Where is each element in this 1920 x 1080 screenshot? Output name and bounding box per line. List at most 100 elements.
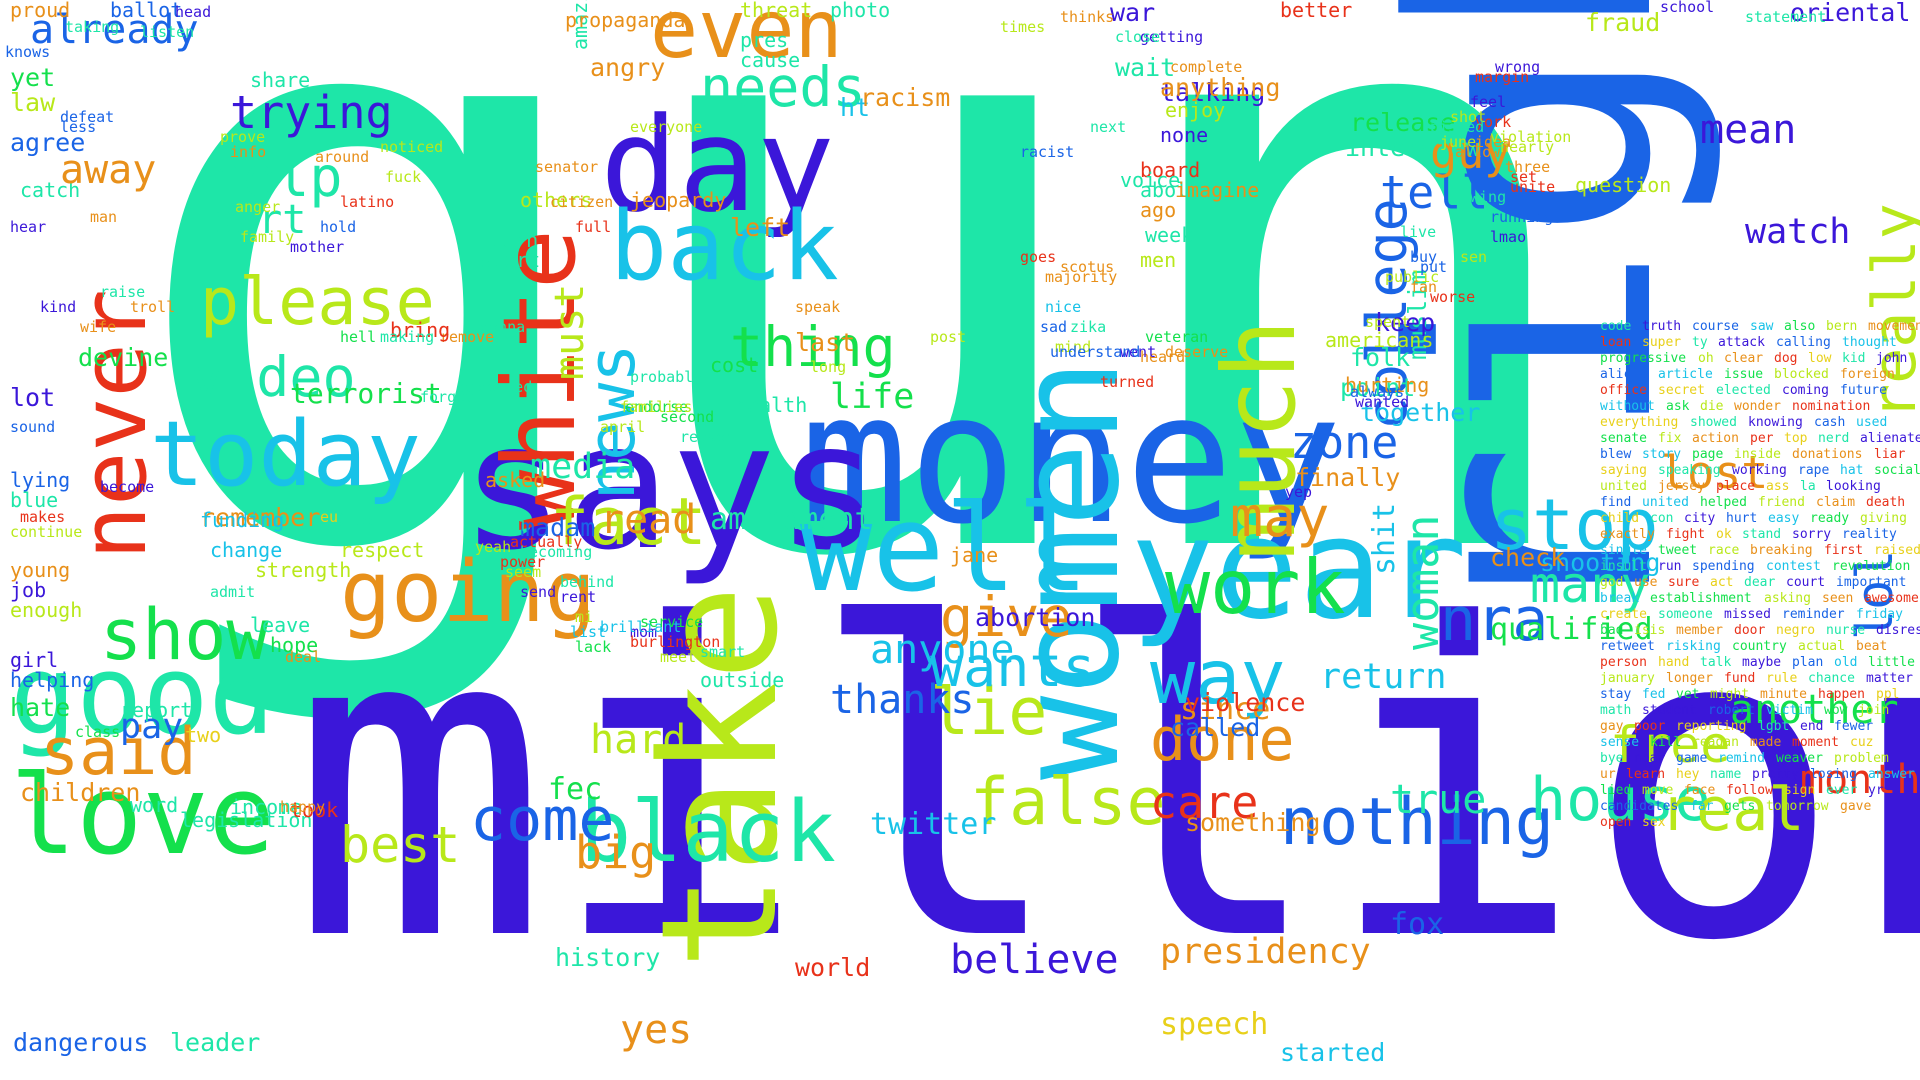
word-none: none: [1160, 123, 1209, 147]
word-important: important: [1836, 575, 1907, 590]
word-qualified: qualified: [1490, 612, 1653, 647]
word-hurting: hurting: [1345, 373, 1430, 397]
word-question: question: [1575, 173, 1672, 197]
word-page: page: [1692, 447, 1724, 462]
word-made: made: [1750, 735, 1782, 750]
word-ty: ty: [1692, 335, 1708, 350]
word-lmao: lmao: [1490, 228, 1527, 246]
word-oh: oh: [1698, 351, 1714, 366]
word-income: income: [230, 795, 303, 819]
word-hard: hard: [590, 717, 687, 763]
word-violation: violation: [1490, 128, 1572, 146]
word-insult: insult: [1600, 559, 1647, 574]
word-lying: lying: [10, 468, 71, 492]
word-wife: wife: [80, 318, 117, 336]
word-loan: loan: [1600, 335, 1632, 350]
word-second: second: [660, 408, 715, 426]
word-angry: angry: [590, 53, 666, 82]
word-united: united: [1642, 495, 1689, 510]
word-lost: lost: [1660, 446, 1769, 499]
word-point: point: [1340, 373, 1416, 402]
word-brilliant: brilliant: [600, 618, 682, 636]
word-legislation: legislation: [180, 808, 313, 832]
word-word: word: [130, 793, 179, 817]
word-info: info: [230, 143, 267, 161]
word-mi: mi: [575, 608, 594, 626]
word-rape: rape: [1798, 463, 1830, 478]
word-elected: elected: [1716, 383, 1771, 398]
word-last: last: [795, 328, 856, 357]
word-nurse: nurse: [1826, 623, 1866, 638]
word-full: full: [575, 218, 612, 236]
word-tomorrow: tomorrow: [1766, 799, 1829, 814]
word-rule: rule: [1766, 671, 1798, 686]
word-false: false: [970, 765, 1166, 840]
word-sex: sex: [1642, 815, 1666, 830]
word-thinks: thinks: [1060, 8, 1115, 26]
word-prove: prove: [220, 128, 266, 146]
word-done: done: [1150, 705, 1295, 775]
word-course: course: [1692, 319, 1739, 334]
word-alicia: alicia: [1600, 367, 1647, 382]
word-three: three: [1505, 158, 1551, 176]
word-lied: lied: [1600, 783, 1632, 798]
word-sen: sen: [1460, 248, 1488, 266]
word-interview: interview: [1345, 133, 1481, 162]
word-someone: someone: [1658, 607, 1713, 622]
word-without: without: [1600, 399, 1655, 414]
word-showed: showed: [1690, 415, 1737, 430]
word-week: week: [1145, 223, 1194, 247]
word-life: life: [830, 377, 915, 417]
word-socialist: socialist: [1874, 463, 1920, 478]
word-mom: mom: [630, 623, 658, 641]
word-fec: fec: [548, 772, 603, 807]
word-reason: reason: [680, 428, 735, 446]
word-far: far: [1690, 799, 1714, 814]
word-history: history: [555, 943, 661, 972]
word-head: head: [175, 3, 212, 21]
word-talk: talk: [1700, 655, 1732, 670]
word-revolution: revolution: [1832, 559, 1911, 574]
word-act: act: [1710, 575, 1734, 590]
word-endorse: endorse: [625, 398, 689, 416]
word-story: story: [1642, 447, 1682, 462]
word-set: set: [1510, 168, 1538, 186]
word-defeat: defeat: [60, 108, 115, 126]
word-fuck: fuck: [385, 168, 422, 186]
word-please: please: [200, 265, 435, 340]
word-good: good: [10, 631, 275, 759]
word-fraud: fraud: [1585, 8, 1661, 37]
word-even: even: [650, 0, 843, 76]
word-ask: ask: [1666, 399, 1690, 414]
word-best: best: [340, 816, 461, 874]
word-shot: shot: [1450, 108, 1487, 126]
word-citizen: citizen: [550, 193, 614, 211]
word-send: send: [520, 583, 557, 601]
word-senate: senate: [1600, 431, 1647, 446]
word-racism: racism: [860, 83, 951, 112]
word-thought: thought: [1842, 335, 1897, 350]
word-exactly: exactly: [1600, 527, 1655, 542]
word-sign: sign: [1784, 783, 1816, 798]
word-ok: ok: [1716, 527, 1732, 542]
word-list: list: [570, 623, 607, 641]
word-robert: robert: [1708, 703, 1755, 718]
word-face: face: [1684, 783, 1716, 798]
word-candidates: candidates: [1600, 799, 1679, 814]
word-race: race: [1708, 543, 1740, 558]
word-die: die: [1700, 399, 1724, 414]
word-answer: answer: [1868, 767, 1915, 782]
word-abortion: abortion: [975, 603, 1096, 632]
word-free: free: [1610, 716, 1731, 774]
word-guy: guy: [1430, 126, 1512, 179]
word-losing: losing: [1810, 767, 1857, 782]
word-fan: fan: [1410, 278, 1438, 296]
word-way: way: [1150, 633, 1286, 721]
word-country: country: [1732, 639, 1787, 654]
word-close: close: [1115, 28, 1161, 46]
word-becoming: becoming: [520, 543, 593, 561]
word-issue: issue: [1724, 367, 1764, 382]
word-understand: understand: [1050, 343, 1141, 361]
word-kill: kill: [1650, 735, 1682, 750]
